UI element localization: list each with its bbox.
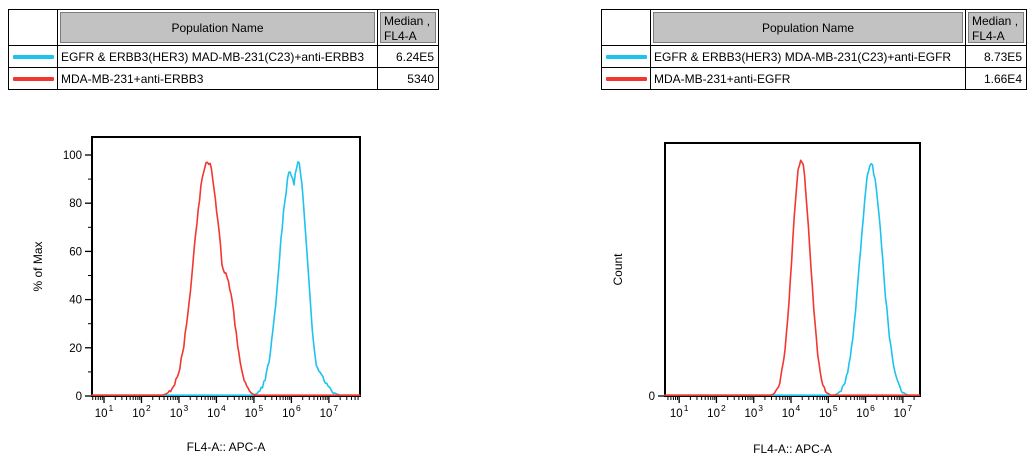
y-tick-label: 80 [69,198,82,210]
x-axis-title: FL4-A:: APC-A [753,442,832,456]
y-axis-title: % of Max [31,241,45,291]
population-color-swatch [12,54,54,59]
y-tick-label: 40 [69,295,82,307]
y-tick-label: 100 [63,150,82,162]
x-tick-label: 106 [856,403,875,420]
median-header-line1: Median , [972,14,1019,28]
x-tick-label: 107 [320,403,339,420]
median-value-cell: 1.66E4 [966,67,1026,89]
plot-border [91,136,361,397]
median-header-line1: Median , [384,14,431,28]
population-name-header: Population Name [651,10,966,45]
population-swatch-cell[interactable] [9,67,58,89]
population-color-swatch [12,76,54,81]
x-tick-label: 106 [282,403,301,420]
x-tick-label: 107 [894,403,913,420]
population-name-cell[interactable]: MDA-MB-231+anti-ERBB3 [58,67,378,89]
median-header-line2: FL4-A [972,29,1005,43]
median-value-cell: 8.73E5 [966,45,1026,67]
x-tick-label: 101 [95,403,114,420]
x-tick-label: 103 [744,403,763,420]
population-swatch-cell[interactable] [9,45,58,67]
histogram-curve [664,159,921,397]
legend-table-left[interactable]: Population Name Median , FL4-A EGFR & ER… [8,9,439,90]
legend-corner-cell [9,10,58,45]
population-color-swatch [605,76,647,81]
histogram-curve [91,161,361,397]
y-tick-label: 0 [649,391,655,403]
y-tick-label: 0 [76,391,82,403]
x-tick-label: 101 [670,403,689,420]
population-name-cell[interactable]: EGFR & ERBB3(HER3) MDA-MB-231(C23)+anti-… [651,45,966,67]
population-name-cell[interactable]: EGFR & ERBB3(HER3) MAD-MB-231(C23)+anti-… [58,45,378,67]
left-histogram-plot[interactable]: 101 102 103 104 105 106 107 0 20 40 60 80 100FL4-A::… [30,128,380,466]
y-tick-label: 60 [69,246,82,258]
median-value-cell: 6.24E5 [378,45,438,67]
x-tick-label: 103 [170,403,189,420]
median-value-cell: 5340 [378,67,438,89]
population-swatch-cell[interactable] [602,67,651,89]
x-tick-label: 104 [782,403,801,420]
median-header-line2: FL4-A [384,29,417,43]
median-header: Median , FL4-A [378,10,438,45]
histogram-curve [91,160,361,397]
population-name-cell[interactable]: MDA-MB-231+anti-EGFR [651,67,966,89]
legend-corner-cell [602,10,651,45]
population-name-header-label: Population Name [761,20,855,35]
legend-table-right[interactable]: Population Name Median , FL4-A EGFR & ER… [601,9,1027,90]
median-header: Median , FL4-A [966,10,1026,45]
x-tick-label: 104 [207,403,226,420]
x-tick-label: 102 [132,403,151,420]
plot-border [664,142,921,397]
population-swatch-cell[interactable] [602,45,651,67]
population-color-swatch [605,54,647,59]
x-tick-label: 102 [707,403,726,420]
x-tick-label: 105 [245,403,264,420]
y-axis-title: Count [611,253,625,286]
histogram-curve [664,162,921,397]
y-tick-label: 20 [69,343,82,355]
x-tick-label: 105 [819,403,838,420]
x-axis-title: FL4-A:: APC-A [187,440,266,454]
population-name-header-label: Population Name [171,20,264,35]
population-name-header: Population Name [58,10,378,45]
